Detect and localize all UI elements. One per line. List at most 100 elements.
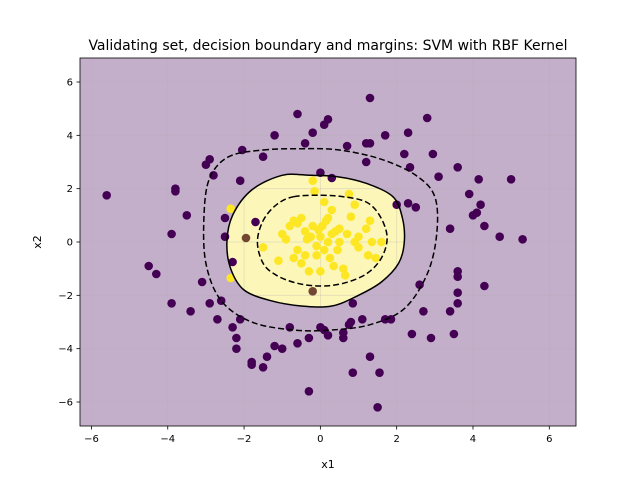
data-point	[375, 368, 384, 378]
data-point	[480, 281, 489, 291]
data-point	[371, 253, 381, 263]
inner-decision-region	[226, 174, 405, 308]
data-point	[354, 243, 363, 252]
data-point	[386, 315, 396, 324]
data-point	[197, 277, 207, 287]
data-point	[144, 261, 153, 271]
x-tick-label: 4	[470, 434, 476, 445]
data-point	[323, 213, 333, 223]
data-point	[339, 328, 348, 338]
axes: −6 −4 −2 0 2 4 6 −6 −4 −2 0 2 4 6	[58, 57, 577, 445]
data-point	[380, 131, 390, 140]
data-point	[365, 352, 375, 362]
decision-boundary	[226, 173, 406, 308]
x-tick-label: −2	[237, 434, 252, 445]
data-point	[205, 299, 214, 308]
data-point	[434, 172, 443, 181]
data-point	[308, 287, 318, 296]
data-point	[232, 333, 241, 343]
data-point	[340, 271, 350, 280]
data-point	[297, 213, 306, 223]
x-tick-label: 6	[546, 434, 552, 445]
y-axis-label: x2	[31, 235, 44, 249]
data-point	[445, 307, 455, 316]
data-point	[358, 315, 367, 324]
data-point	[367, 237, 377, 247]
data-point	[308, 176, 318, 185]
data-point	[258, 363, 268, 372]
data-point	[354, 232, 363, 241]
data-point	[274, 256, 283, 266]
data-point	[335, 224, 344, 233]
data-point	[495, 232, 505, 241]
data-point	[258, 243, 268, 252]
data-point	[329, 261, 339, 271]
data-point	[407, 329, 417, 339]
data-point	[346, 212, 356, 221]
y-tick-label: −6	[58, 398, 73, 409]
data-point	[220, 213, 230, 223]
data-point	[333, 245, 342, 255]
data-point	[339, 264, 348, 274]
data-point	[428, 149, 438, 159]
data-point	[464, 189, 474, 199]
data-point	[167, 229, 176, 239]
data-point	[304, 267, 314, 276]
data-point	[344, 189, 354, 199]
data-point	[453, 299, 463, 308]
data-point	[270, 131, 279, 140]
data-point	[327, 173, 337, 183]
data-point	[403, 128, 413, 137]
data-point	[237, 145, 247, 155]
inner-margin	[256, 194, 388, 287]
data-point	[304, 387, 314, 396]
data-point	[316, 232, 325, 241]
data-point	[325, 253, 335, 263]
data-point	[228, 323, 237, 332]
y-tick-label: −2	[58, 291, 73, 302]
data-point	[251, 217, 260, 227]
data-point	[342, 229, 352, 239]
data-point	[235, 315, 245, 324]
data-point	[363, 251, 373, 260]
data-point	[415, 280, 424, 290]
data-point	[323, 115, 333, 124]
data-point	[306, 232, 316, 241]
data-point	[445, 224, 455, 233]
data-point	[361, 224, 371, 233]
data-point	[449, 329, 459, 339]
x-tick-label: −6	[84, 434, 99, 445]
y-tick-label: 0	[67, 238, 73, 249]
data-point	[293, 245, 302, 255]
data-point	[361, 157, 371, 167]
data-point	[241, 233, 251, 243]
data-point	[335, 237, 344, 247]
data-point	[411, 203, 421, 212]
data-point	[506, 175, 516, 184]
x-tick-label: 2	[393, 434, 399, 445]
data-point	[308, 128, 318, 137]
data-point	[403, 199, 413, 208]
x-tick-label: −4	[160, 434, 175, 445]
data-point	[405, 163, 415, 172]
data-point	[373, 403, 382, 412]
plot-area	[80, 58, 576, 426]
data-point	[228, 257, 237, 267]
data-point	[365, 139, 375, 148]
data-point	[297, 259, 306, 268]
data-point	[518, 235, 527, 244]
data-point	[312, 251, 321, 260]
data-point	[365, 216, 375, 225]
data-point	[205, 155, 214, 164]
data-point	[377, 237, 386, 247]
data-point	[277, 344, 287, 354]
data-point	[235, 176, 245, 185]
data-point	[426, 333, 436, 343]
data-point	[247, 360, 256, 370]
data-point	[262, 352, 272, 362]
y-tick-label: 6	[67, 78, 73, 89]
x-axis-label: x1	[321, 458, 335, 471]
data-point	[400, 149, 409, 159]
data-point	[319, 197, 329, 207]
